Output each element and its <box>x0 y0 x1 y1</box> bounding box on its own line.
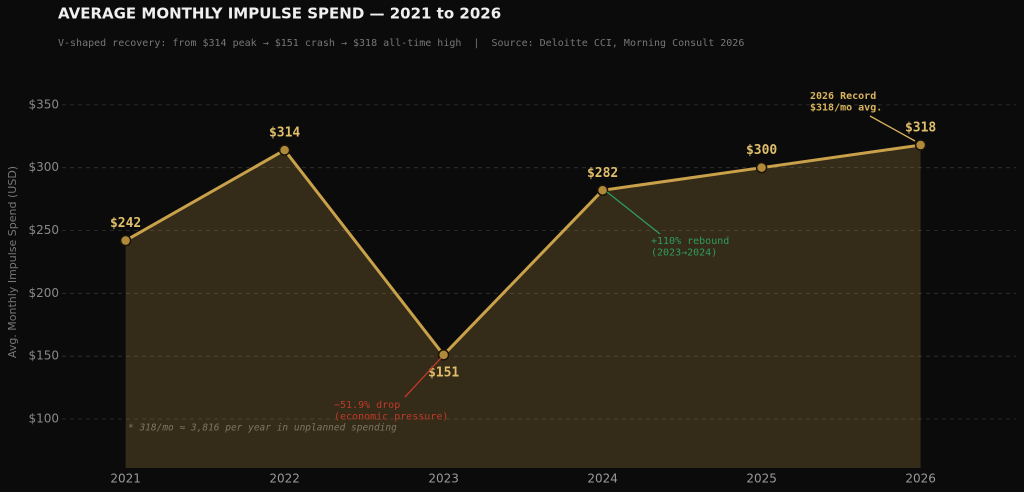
annotation-text: (economic pressure) <box>334 412 448 423</box>
x-tick-label: 2021 <box>110 472 141 486</box>
value-label: $242 <box>110 216 141 231</box>
value-label: $151 <box>428 365 459 380</box>
annotation-text: 2026 Record <box>810 91 876 102</box>
y-axis-label: Avg. Monthly Impulse Spend (USD) <box>6 166 19 358</box>
area <box>125 145 921 468</box>
chart-subtitle: V-shaped recovery: from $314 peak → $151… <box>58 38 744 49</box>
marker <box>755 161 768 174</box>
marker <box>437 349 450 361</box>
annotation-arrow <box>869 115 916 142</box>
marker <box>119 234 132 247</box>
y-tick-label: $300 <box>28 160 59 174</box>
y-tick-label: $250 <box>28 223 59 237</box>
y-tick-label: $150 <box>28 349 59 363</box>
footnote: * 318/mo ≈ 3,816 per year in unplanned s… <box>128 423 397 434</box>
annotation-arrow <box>404 357 442 398</box>
annotation-arrow <box>606 191 661 235</box>
value-label: $300 <box>746 143 777 158</box>
value-label: $314 <box>269 126 300 141</box>
x-tick-label: 2023 <box>428 472 459 486</box>
chart-title: AVERAGE MONTHLY IMPULSE SPEND — 2021 to … <box>58 5 501 23</box>
annotation-text: $318/mo avg. <box>810 103 882 114</box>
value-label: $282 <box>587 166 618 181</box>
annotation-text: +110% rebound <box>651 236 729 247</box>
x-tick-label: 2025 <box>746 472 777 486</box>
x-tick-label: 2022 <box>269 472 300 486</box>
marker <box>596 184 609 197</box>
marker <box>278 144 291 156</box>
marker <box>914 139 927 151</box>
y-tick-label: $350 <box>28 97 59 111</box>
x-tick-label: 2024 <box>587 472 618 486</box>
annotation-text: (2023→2024) <box>651 248 717 259</box>
value-label: $318 <box>905 121 936 136</box>
annotation-text: −51.9% drop <box>334 400 400 411</box>
y-tick-label: $100 <box>28 411 59 425</box>
x-tick-label: 2026 <box>905 472 936 486</box>
line <box>124 143 921 358</box>
y-tick-label: $200 <box>28 286 59 300</box>
